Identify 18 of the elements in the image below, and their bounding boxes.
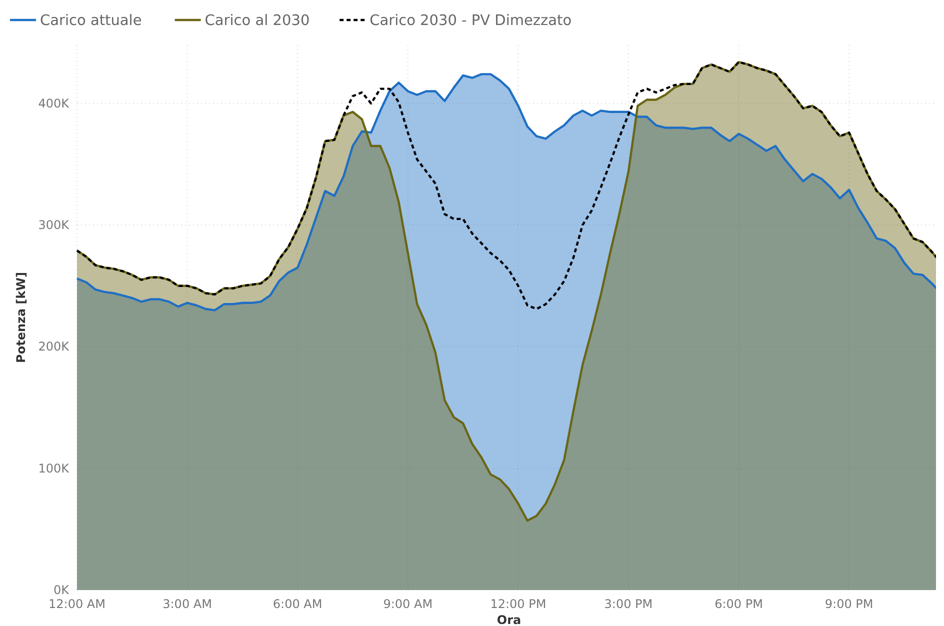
y-tick-label: 200K	[38, 340, 70, 354]
y-tick-label: 300K	[38, 218, 70, 232]
x-tick-label: 3:00 AM	[162, 597, 212, 611]
x-tick-label: 9:00 PM	[824, 597, 874, 611]
y-tick-label: 100K	[38, 461, 70, 476]
x-tick-label: 12:00 AM	[48, 597, 106, 611]
legend-label: Carico attuale	[40, 13, 142, 29]
y-axis-title: Potenza [kW]	[14, 272, 28, 363]
x-tick-label: 6:00 AM	[272, 597, 322, 611]
x-tick-label: 3:00 PM	[604, 597, 653, 611]
x-tick-label: 9:00 AM	[383, 597, 433, 611]
y-tick-label: 400K	[38, 96, 70, 110]
x-tick-label: 6:00 PM	[714, 597, 763, 611]
legend-label: Carico 2030 - PV Dimezzato	[370, 13, 572, 29]
legend-label: Carico al 2030	[204, 13, 310, 29]
x-tick-label: 12:00 PM	[490, 597, 546, 611]
y-tick-label: 0K	[53, 583, 70, 597]
x-axis-title: Ora	[496, 613, 522, 626]
